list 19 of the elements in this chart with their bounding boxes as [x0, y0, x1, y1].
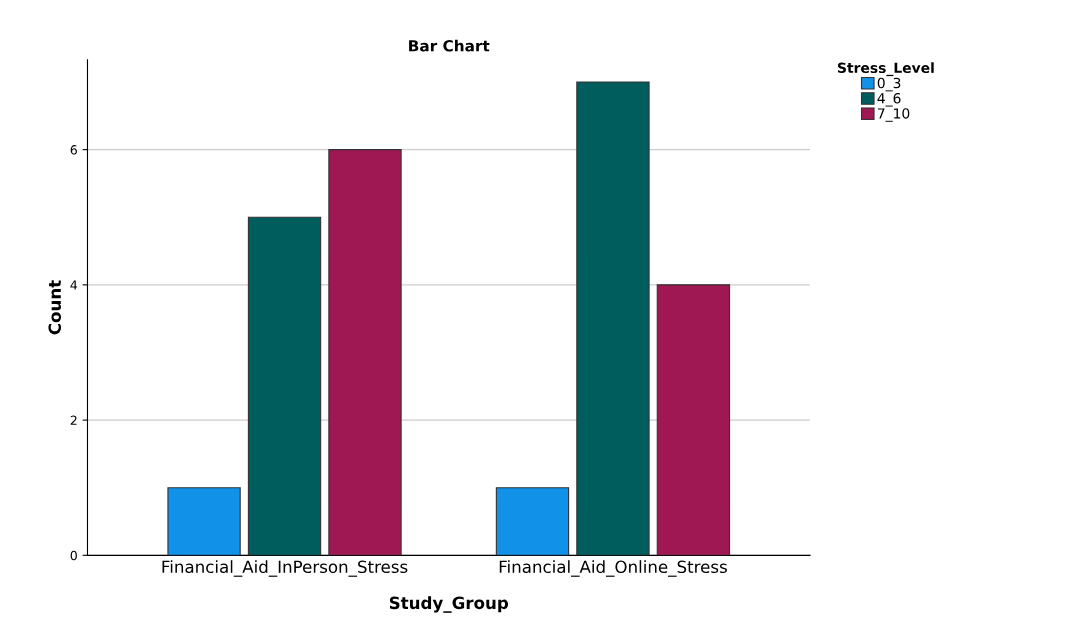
legend-title: Stress_Level — [837, 62, 934, 77]
bar — [576, 81, 650, 556]
x-tick-label: Financial_Aid_Online_Stress — [499, 560, 727, 577]
bar — [167, 487, 241, 556]
x-tick-label: Financial_Aid_InPerson_Stress — [162, 560, 408, 577]
y-tick-label: 0 — [70, 550, 77, 561]
y-axis-title: Count — [48, 280, 62, 335]
bar — [656, 284, 731, 556]
bar — [247, 216, 322, 556]
y-tick-label: 4 — [70, 280, 78, 290]
bar — [328, 149, 402, 556]
bar — [495, 487, 570, 556]
legend-label: 4_6 — [877, 92, 901, 107]
legend-label: 0_3 — [877, 77, 901, 92]
legend-label: 7_10 — [877, 108, 910, 122]
chart-title: Bar Chart — [409, 39, 490, 52]
x-axis-title: Study_Group — [389, 596, 509, 613]
y-tick-label: 2 — [70, 415, 77, 425]
y-tick-label: 6 — [70, 145, 77, 155]
